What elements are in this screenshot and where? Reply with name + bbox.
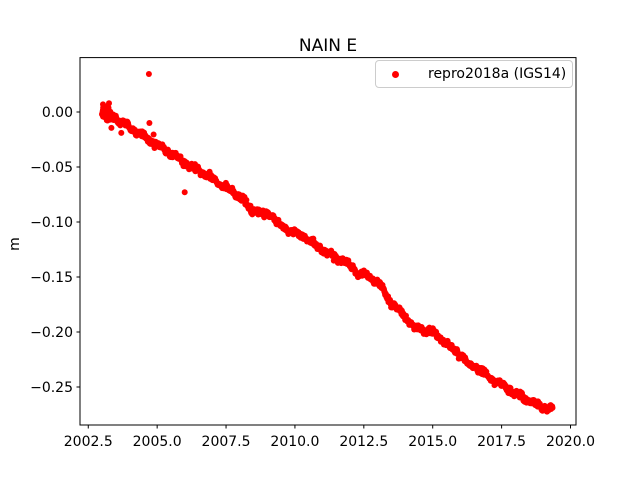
- data-point: [549, 404, 556, 411]
- outlier-point: [145, 71, 152, 77]
- outlier-point: [108, 124, 115, 131]
- y-axis-label: m: [7, 237, 23, 251]
- x-tick-label: 2012.5: [339, 434, 388, 450]
- x-tick-label: 2010.0: [270, 434, 319, 450]
- x-tick-label: 2005.0: [133, 434, 182, 450]
- legend-marker-dot-icon: [392, 70, 399, 78]
- outlier-point: [118, 129, 125, 136]
- y-tick-label: −0.10: [30, 215, 73, 231]
- data-point: [103, 108, 110, 115]
- y-tick-label: 0.00: [42, 105, 73, 121]
- outlier-point: [181, 189, 188, 196]
- x-tick-label: 2002.5: [64, 434, 113, 450]
- y-tick-label: −0.15: [30, 270, 73, 286]
- scatter-series: [99, 71, 556, 415]
- y-tick-label: −0.25: [30, 380, 73, 396]
- x-tick-label: 2015.0: [408, 434, 457, 450]
- x-tick-label: 2020.0: [546, 434, 595, 450]
- outlier-point: [150, 131, 157, 138]
- x-tick-label: 2017.5: [477, 434, 526, 450]
- data-point: [243, 197, 250, 203]
- y-tick-label: −0.20: [30, 325, 73, 341]
- data-point: [106, 100, 112, 107]
- axis-ticks: 2002.5 2005.0 2007.5 2010.0 2012.5 2015.0 2017…: [30, 105, 595, 450]
- y-tick-label: −0.05: [30, 160, 73, 176]
- chart-title: NAIN E: [298, 36, 358, 56]
- outlier-point: [146, 120, 153, 126]
- x-tick-label: 2007.5: [202, 434, 251, 450]
- legend: repro2018a (IGS14): [375, 60, 573, 88]
- legend-label: repro2018a (IGS14): [428, 66, 567, 82]
- plot-frame: [79, 57, 577, 426]
